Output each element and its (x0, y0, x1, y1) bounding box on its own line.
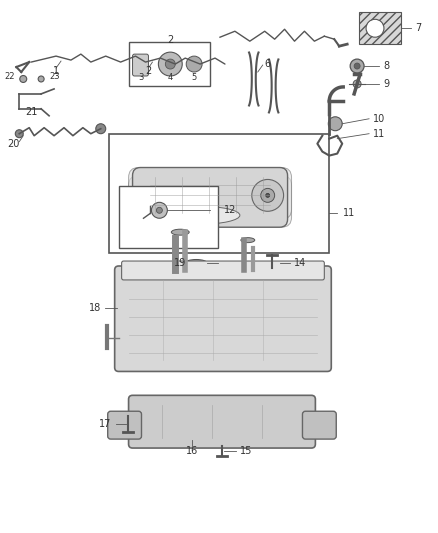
Text: 2: 2 (145, 66, 152, 76)
Text: 16: 16 (186, 446, 198, 456)
Text: 4: 4 (168, 74, 173, 83)
FancyBboxPatch shape (129, 167, 292, 219)
Circle shape (96, 124, 106, 134)
Bar (109, 134, 329, 253)
Text: 22: 22 (5, 72, 15, 82)
Text: 1: 1 (53, 66, 59, 76)
Circle shape (252, 180, 283, 211)
FancyBboxPatch shape (108, 411, 141, 439)
Text: 9: 9 (383, 79, 389, 89)
Circle shape (261, 188, 275, 203)
Circle shape (354, 63, 360, 69)
Circle shape (156, 207, 162, 213)
Text: 15: 15 (240, 446, 252, 456)
Text: 18: 18 (88, 303, 101, 313)
Circle shape (328, 117, 342, 131)
Circle shape (353, 80, 361, 88)
Text: 7: 7 (415, 23, 421, 33)
Circle shape (38, 76, 44, 82)
Text: 8: 8 (383, 61, 389, 71)
Ellipse shape (185, 260, 207, 266)
Ellipse shape (160, 206, 240, 224)
Ellipse shape (241, 238, 255, 243)
FancyBboxPatch shape (133, 54, 148, 76)
FancyBboxPatch shape (129, 175, 292, 227)
Text: 11: 11 (343, 208, 356, 219)
Circle shape (266, 193, 270, 197)
FancyBboxPatch shape (129, 395, 315, 448)
Text: 23: 23 (49, 72, 60, 82)
Text: 5: 5 (191, 74, 197, 83)
Text: 14: 14 (293, 258, 306, 268)
Text: 21: 21 (25, 107, 37, 117)
FancyBboxPatch shape (359, 12, 401, 44)
Text: 12: 12 (224, 205, 237, 215)
FancyBboxPatch shape (115, 266, 331, 372)
FancyBboxPatch shape (133, 167, 288, 227)
Text: 3: 3 (138, 74, 143, 83)
Circle shape (159, 52, 182, 76)
Bar (119, 187, 218, 248)
Circle shape (165, 59, 175, 69)
Text: 2: 2 (167, 35, 173, 45)
Circle shape (152, 203, 167, 218)
Text: 19: 19 (174, 258, 186, 268)
Circle shape (350, 59, 364, 73)
Circle shape (186, 56, 202, 72)
FancyBboxPatch shape (122, 261, 324, 280)
Circle shape (366, 19, 384, 37)
Bar (129, 42, 210, 86)
Text: 20: 20 (7, 139, 20, 149)
Text: 11: 11 (373, 128, 385, 139)
Circle shape (15, 130, 23, 138)
Text: 17: 17 (99, 419, 112, 429)
Text: 6: 6 (265, 59, 271, 69)
FancyBboxPatch shape (303, 411, 336, 439)
Ellipse shape (171, 229, 189, 235)
Text: 10: 10 (373, 114, 385, 124)
Circle shape (20, 76, 27, 83)
